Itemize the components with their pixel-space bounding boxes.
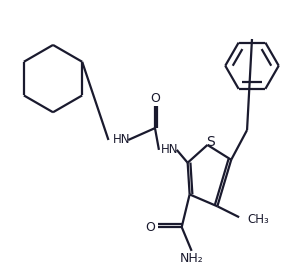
Text: CH₃: CH₃ xyxy=(247,213,269,226)
Text: NH₂: NH₂ xyxy=(180,252,203,265)
Text: HN: HN xyxy=(161,143,178,156)
Text: S: S xyxy=(206,135,215,149)
Text: O: O xyxy=(150,92,160,105)
Text: HN: HN xyxy=(112,134,130,147)
Text: O: O xyxy=(145,221,155,233)
